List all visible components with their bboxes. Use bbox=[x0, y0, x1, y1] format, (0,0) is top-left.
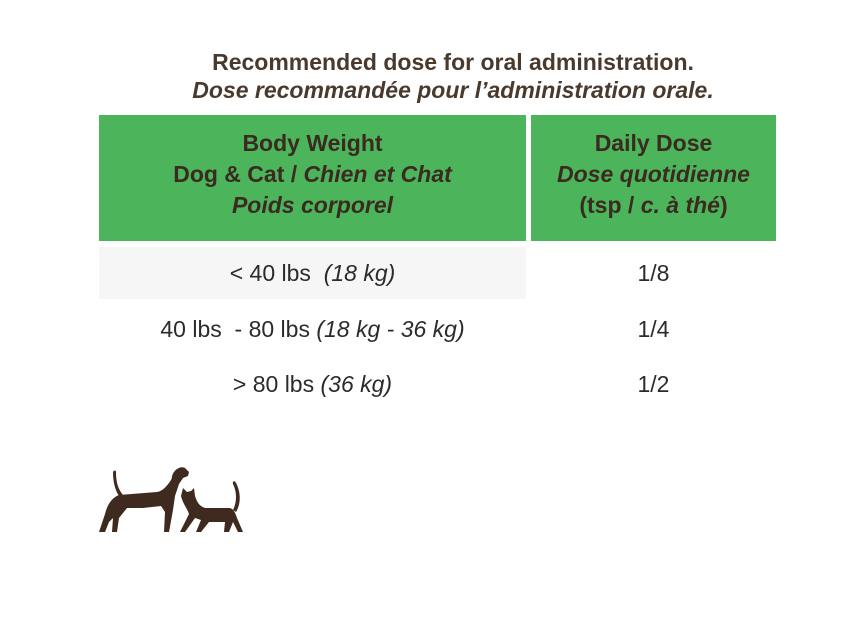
table-row-dose: 1/2 bbox=[637, 371, 670, 397]
dog-icon bbox=[99, 467, 189, 532]
header-unit-fr: c. à thé bbox=[640, 192, 720, 218]
dose-title: Recommended dose for oral administration… bbox=[0, 48, 848, 104]
weight-imperial: > 80 lbs bbox=[232, 371, 321, 397]
title-french: Dose recommandée pour l’administration o… bbox=[192, 77, 714, 103]
table-row-dose: 1/8 bbox=[637, 260, 670, 286]
pets-logo bbox=[99, 467, 243, 532]
table-row-weight: > 80 lbs (36 kg) bbox=[99, 369, 526, 399]
header-species-fr: Chien et Chat bbox=[303, 161, 452, 187]
header-daily-dose: Daily Dose Dose quotidienne (tsp / c. à … bbox=[531, 115, 776, 241]
row-shade bbox=[99, 247, 526, 299]
header-unit-open: (tsp / bbox=[579, 192, 641, 218]
weight-metric: (36 kg) bbox=[320, 371, 393, 397]
weight-metric: (18 kg) bbox=[323, 260, 396, 286]
header-species-en: Dog & Cat / bbox=[173, 161, 304, 187]
header-body-weight: Body Weight Dog & Cat / Chien et Chat Po… bbox=[99, 115, 526, 241]
header-daily-dose-fr: Dose quotidienne bbox=[557, 161, 750, 187]
cat-icon bbox=[180, 481, 243, 532]
header-body-weight-fr: Poids corporel bbox=[231, 192, 394, 218]
header-unit-close: ) bbox=[719, 192, 728, 218]
table-row-weight: 40 lbs - 80 lbs (18 kg - 36 kg) bbox=[99, 314, 526, 344]
header-body-weight-label: Body Weight bbox=[242, 130, 383, 156]
header-daily-dose-label: Daily Dose bbox=[594, 130, 713, 156]
table-row-weight: < 40 lbs (18 kg) bbox=[99, 258, 526, 288]
title-english: Recommended dose for oral administration… bbox=[212, 49, 694, 75]
header-species-label: Dog & Cat / Chien et Chat bbox=[99, 159, 526, 190]
weight-imperial: 40 lbs - 80 lbs bbox=[160, 316, 317, 342]
header-dose-unit: (tsp / c. à thé) bbox=[531, 190, 776, 221]
weight-metric: (18 kg - 36 kg) bbox=[316, 316, 465, 342]
weight-imperial: < 40 lbs bbox=[229, 260, 324, 286]
table-row-dose: 1/4 bbox=[637, 316, 670, 342]
